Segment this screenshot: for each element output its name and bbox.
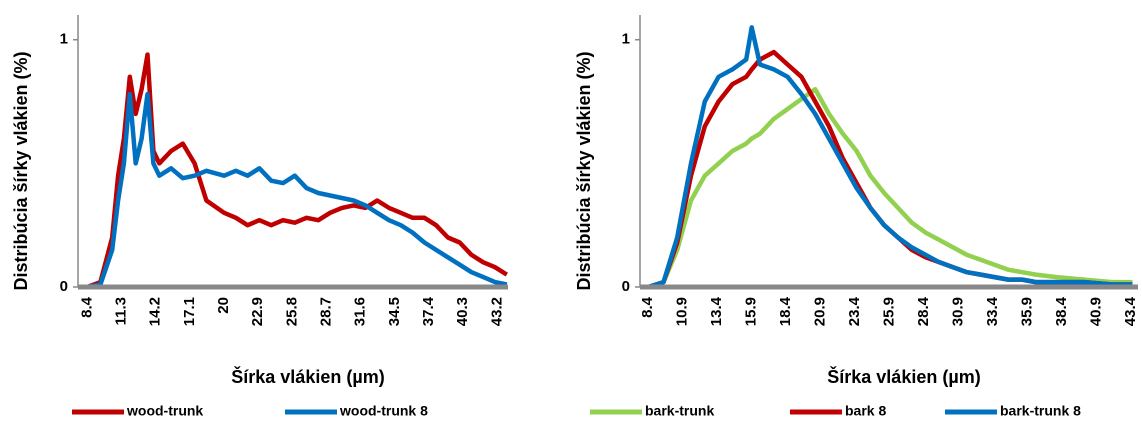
x-tick-label: 20.9 bbox=[812, 297, 829, 326]
series-line bbox=[86, 91, 508, 290]
x-tick-label: 33.4 bbox=[984, 296, 1001, 326]
x-tick-label: 31.6 bbox=[352, 297, 369, 326]
x-tick-label: 28.4 bbox=[915, 296, 932, 326]
legend-label: wood-trunk 8 bbox=[339, 403, 428, 419]
legend-label: bark 8 bbox=[845, 403, 886, 419]
x-tick-label: 20 bbox=[215, 297, 232, 314]
x-tick-label: 25.9 bbox=[881, 297, 898, 326]
x-tick-label: 34.5 bbox=[386, 297, 403, 326]
x-tick-label: 8.4 bbox=[639, 296, 656, 318]
y-tick-label: 1 bbox=[622, 31, 630, 48]
x-tick-label: 43.2 bbox=[488, 297, 505, 326]
series-line bbox=[647, 86, 1133, 290]
x-tick-label: 18.4 bbox=[777, 296, 794, 326]
y-tick-label: 0 bbox=[60, 278, 68, 295]
x-tick-label: 13.4 bbox=[708, 296, 725, 326]
x-tick-label: 25.8 bbox=[283, 297, 300, 326]
x-tick-label: 15.9 bbox=[743, 297, 760, 326]
x-tick-label: 35.9 bbox=[1019, 297, 1036, 326]
x-tick-label: 8.4 bbox=[78, 296, 95, 318]
x-tick-label: 38.4 bbox=[1053, 296, 1070, 326]
y-tick-label: 1 bbox=[60, 31, 68, 48]
legend-label: bark-trunk bbox=[645, 403, 714, 419]
x-tick-label: 14.2 bbox=[147, 297, 164, 326]
y-axis-title: Distribúcia šírky vlákien (%) bbox=[11, 51, 31, 290]
x-tick-label: 22.9 bbox=[249, 297, 266, 326]
y-tick-label: 0 bbox=[622, 278, 630, 295]
x-tick-label: 28.7 bbox=[318, 297, 335, 326]
x-tick-label: 23.4 bbox=[846, 296, 863, 326]
x-tick-label: 11.3 bbox=[113, 297, 130, 325]
series-line bbox=[647, 25, 1133, 290]
x-tick-label: 17.1 bbox=[181, 297, 198, 326]
legend-label: bark-trunk 8 bbox=[1000, 403, 1081, 419]
x-axis-title: Šírka vlákien (µm) bbox=[827, 366, 980, 387]
series-line bbox=[647, 49, 1133, 290]
x-tick-label: 37.4 bbox=[420, 296, 437, 326]
x-tick-label: 40.9 bbox=[1088, 297, 1105, 326]
x-tick-label: 40.3 bbox=[454, 297, 471, 326]
x-tick-label: 30.9 bbox=[950, 297, 967, 326]
series-line bbox=[86, 52, 508, 290]
x-tick-label: 43.4 bbox=[1122, 296, 1139, 326]
legend-label: wood-trunk bbox=[126, 403, 203, 419]
x-tick-label: 10.9 bbox=[674, 297, 691, 326]
y-axis-title: Distribúcia šírky vlákien (%) bbox=[574, 51, 594, 290]
x-axis-title: Šírka vlákien (µm) bbox=[231, 366, 384, 387]
